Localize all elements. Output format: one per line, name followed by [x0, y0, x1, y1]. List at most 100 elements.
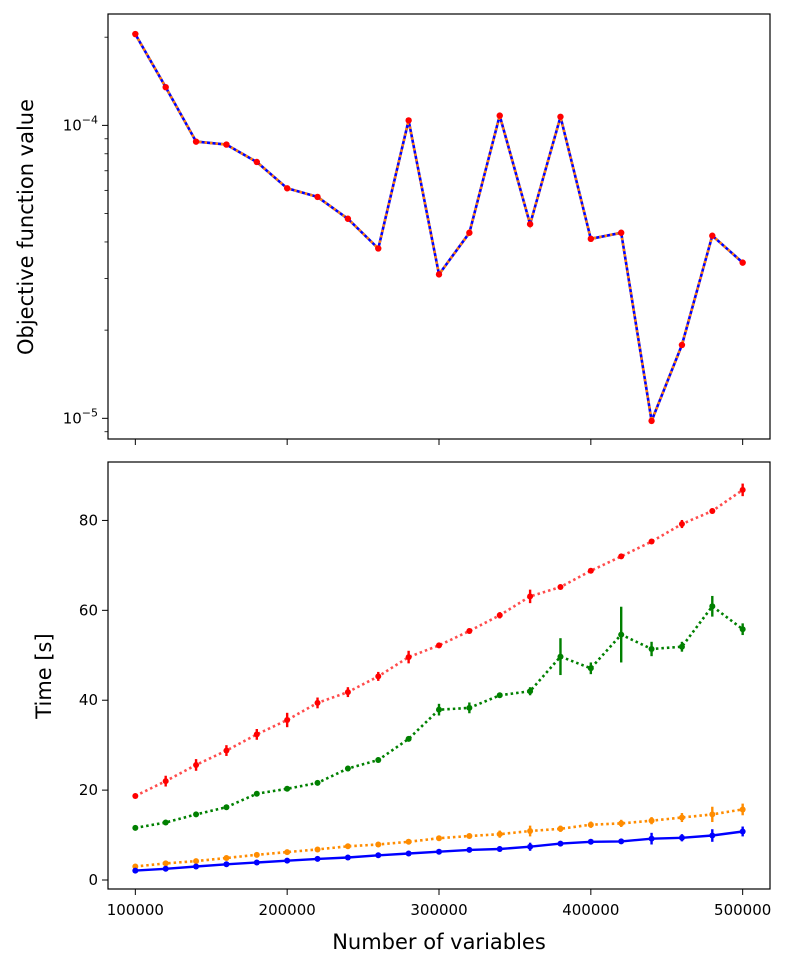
objective-point — [466, 229, 473, 236]
series-orange-point — [314, 846, 321, 853]
objective-point — [557, 113, 564, 120]
time-y-tick-label: 60 — [79, 601, 98, 619]
series-blue-point — [375, 852, 382, 859]
series-orange-point — [466, 832, 473, 839]
series-blue-point — [466, 846, 473, 853]
objective-point — [648, 417, 655, 425]
objective-point — [132, 30, 139, 38]
series-green-point — [344, 765, 351, 772]
series-red-point — [162, 778, 169, 785]
series-green-point — [405, 735, 412, 742]
series-red-point — [466, 628, 473, 635]
time-x-tick-label: 500000 — [714, 901, 771, 919]
series-orange — [132, 803, 746, 870]
series-red-point — [436, 642, 442, 649]
series-blue-point — [253, 859, 260, 866]
objective-point — [162, 83, 169, 91]
series-green-point — [496, 692, 503, 699]
series-green-point — [709, 603, 716, 610]
objective-y-tick-exponent: −4 — [82, 113, 98, 126]
series-orange-point — [284, 849, 291, 856]
series-red-point — [618, 553, 625, 560]
objective-y-tick-base: 10 — [63, 409, 82, 427]
series-blue-point — [132, 867, 139, 874]
series-green-point — [739, 626, 746, 633]
time-y-tick-label: 20 — [79, 781, 98, 799]
series-green-point — [375, 757, 382, 764]
objective-point — [283, 185, 291, 192]
series-green-point — [253, 790, 260, 797]
series-green-point — [162, 819, 169, 826]
series-green — [132, 595, 746, 831]
series-red-point — [253, 731, 260, 738]
series-red-point — [405, 654, 412, 661]
objective-point — [618, 229, 625, 236]
series-red-point — [557, 583, 564, 590]
series-green-point — [314, 779, 321, 786]
objective-y-tick-label: 10−4 — [63, 113, 98, 134]
series-red-point — [344, 689, 351, 696]
objective-point — [253, 158, 260, 166]
series-red-point — [375, 673, 382, 680]
series-blue-point — [405, 850, 412, 857]
series-orange-point — [405, 838, 412, 845]
series-blue-point — [648, 835, 655, 842]
series-orange-point — [253, 851, 260, 858]
series-green-point — [466, 704, 473, 711]
series-red-point — [193, 761, 200, 768]
series-blue-point — [223, 861, 230, 868]
objective-point — [709, 232, 716, 239]
series-blue-point — [314, 855, 321, 862]
series-green-point — [557, 653, 564, 660]
time-panel: 100000 200000 300000 400000 500000 0 20 40 60 80… — [32, 461, 771, 954]
series-red-point — [314, 699, 321, 706]
series-green-line — [135, 604, 744, 830]
series-orange-point — [436, 835, 442, 842]
series-blue-point — [193, 863, 200, 870]
time-y-ticks: 0 20 40 60 80 — [79, 511, 108, 889]
series-blue-point — [436, 848, 442, 855]
series-red-point — [527, 593, 534, 600]
series-orange-point — [678, 814, 685, 821]
series-blue-point — [344, 854, 351, 861]
series-green-point — [648, 645, 655, 652]
time-y-tick-label: 40 — [79, 691, 98, 709]
series-blue-point — [496, 845, 503, 852]
series-blue-point — [739, 828, 746, 835]
objective-y-tick-label: 10−5 — [63, 406, 98, 427]
objective-series-group — [132, 30, 746, 426]
series-orange-point — [496, 831, 503, 838]
objective-point — [314, 193, 321, 201]
objective-point — [496, 112, 503, 119]
series-orange-point — [739, 806, 746, 813]
series-orange-point — [527, 828, 534, 835]
x-axis-label: Number of variables — [332, 930, 546, 954]
time-x-ticks: 100000 200000 300000 400000 500000 — [107, 889, 771, 919]
series-blue-point — [587, 838, 594, 845]
series-blue-point — [557, 840, 564, 847]
time-x-tick-label: 400000 — [562, 901, 619, 919]
series-blue — [132, 826, 746, 874]
series-green-point — [618, 631, 625, 638]
objective-point — [405, 117, 412, 124]
series-orange-point — [709, 811, 716, 818]
objective-point — [192, 138, 200, 145]
objective-panel: 10−410−5 Objective function value — [14, 13, 771, 445]
series-red-point — [496, 612, 503, 619]
series-blue-point — [527, 843, 534, 850]
series-orange-point — [587, 821, 594, 828]
series-blue-point — [162, 865, 169, 872]
objective-point — [526, 220, 534, 228]
series-green-point — [436, 706, 442, 713]
series-green-point — [132, 824, 139, 831]
objective-point — [375, 245, 382, 252]
time-y-tick-label: 80 — [79, 511, 98, 529]
series-red-point — [648, 538, 655, 545]
objective-point — [344, 215, 352, 222]
series-red-point — [223, 747, 230, 754]
series-green-point — [527, 688, 534, 695]
series-green-point — [193, 811, 200, 818]
series-blue-point — [709, 832, 716, 839]
time-y-axis-label: Time [s] — [32, 633, 56, 719]
